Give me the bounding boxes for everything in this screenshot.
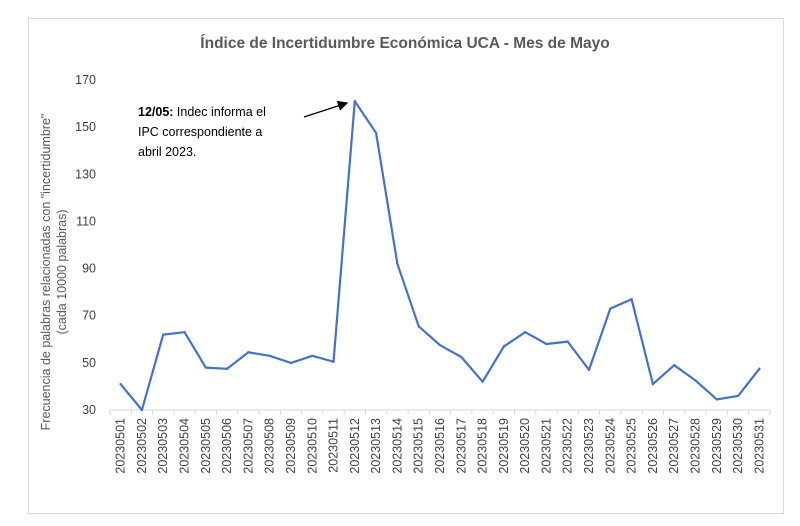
data-point-20230513 [374,131,378,135]
x-tick-label: 20230519 [497,418,511,474]
x-tick-label: 20230516 [433,418,447,474]
data-point-20230518 [481,380,484,383]
x-tick-label: 20230525 [625,418,639,474]
y-tick-label: 170 [75,73,96,87]
data-point-20230512 [353,100,357,103]
annotation-arrow [303,100,349,118]
x-tick-label: 20230502 [135,418,149,474]
series-line [119,100,761,412]
x-tick-label: 20230510 [305,418,319,474]
x-tick-label: 20230531 [752,418,766,474]
data-point-20230503 [162,333,165,336]
data-point-20230520 [523,331,527,334]
x-axis-ticks: 20230501 20230502 20230503 20230504 20230505… [114,418,767,474]
data-point-20230523 [587,368,591,372]
data-point-20230528 [694,379,697,382]
x-tick-label: 20230528 [688,418,702,474]
annotation-date: 12/05: [138,105,173,119]
x-tick-label: 20230509 [284,418,298,474]
x-tick-label: 20230522 [561,418,575,474]
x-tick-label: 20230526 [646,418,660,474]
x-tick-label: 20230517 [454,418,468,474]
annotation: 12/05: Indec informa el IPC correspondie… [138,100,349,159]
x-tick-label: 20230524 [603,418,617,474]
data-point-20230531 [758,367,761,370]
data-point-20230517 [460,355,463,359]
x-tick-label: 20230530 [731,418,745,474]
annotation-line1-text: Indec informa el [173,105,265,119]
y-tick-label: 70 [82,309,96,323]
data-point-20230525 [630,298,633,301]
data-point-20230501 [119,382,122,386]
x-tick-label: 20230505 [199,418,213,474]
x-tick-label: 20230520 [518,418,532,474]
data-point-20230508 [268,354,271,357]
x-tick-label: 20230513 [369,418,383,474]
x-tick-label: 20230507 [241,418,255,474]
x-tick-label: 20230529 [710,418,724,474]
x-tick-label: 20230515 [412,418,426,474]
data-point-20230511 [332,360,335,363]
x-tick-label: 20230504 [178,418,192,474]
data-point-20230505 [204,366,208,369]
data-point-20230504 [183,331,186,334]
x-tick-label: 20230521 [539,418,553,474]
y-axis-ticks: 30 50 70 90 110 130 150 170 [75,73,96,417]
data-point-20230527 [672,364,676,367]
series-points [119,100,761,412]
data-point-20230509 [289,361,293,365]
data-point-20230507 [247,351,250,354]
y-tick-label: 150 [75,120,96,134]
x-tick-label: 20230503 [156,418,170,474]
data-point-20230522 [566,340,569,343]
y-tick-label: 50 [82,356,96,370]
x-tick-label: 20230518 [476,418,490,474]
x-axis-tick-marks [109,410,771,415]
data-point-20230510 [311,354,314,357]
x-tick-label: 20230508 [263,418,277,474]
y-tick-label: 90 [82,262,96,276]
x-tick-label: 20230523 [582,418,596,474]
data-point-20230519 [502,345,506,348]
x-tick-label: 20230501 [114,418,128,474]
data-point-20230526 [651,382,655,386]
x-tick-label: 20230527 [667,418,681,474]
y-axis-label-line1: Frecuencia de palabras relacionadas con … [39,114,53,431]
chart-title: Índice de Incertidumbre Económica UCA - … [200,35,609,52]
data-point-20230502 [140,408,144,412]
x-tick-label: 20230512 [348,418,362,474]
data-point-20230515 [417,325,420,328]
data-point-20230530 [736,394,740,398]
chart-frame [28,18,784,514]
data-point-20230506 [225,367,229,370]
data-point-20230514 [396,262,399,266]
x-tick-label: 20230506 [220,418,234,474]
x-tick-label: 20230511 [327,418,341,473]
data-point-20230521 [545,342,548,346]
y-tick-label: 110 [76,214,96,228]
y-tick-label: 30 [82,403,96,417]
annotation-line3: abril 2023. [138,145,196,159]
x-tick-label: 20230514 [390,418,404,474]
data-point-20230516 [438,343,442,347]
data-point-20230529 [715,398,718,401]
annotation-line2: IPC correspondiente a [138,125,262,139]
data-point-20230524 [609,307,612,310]
y-axis-label-line2: (cada 10000 palabras) [55,209,69,334]
annotation-line1: 12/05: Indec informa el [138,105,266,119]
y-tick-label: 130 [75,167,96,181]
